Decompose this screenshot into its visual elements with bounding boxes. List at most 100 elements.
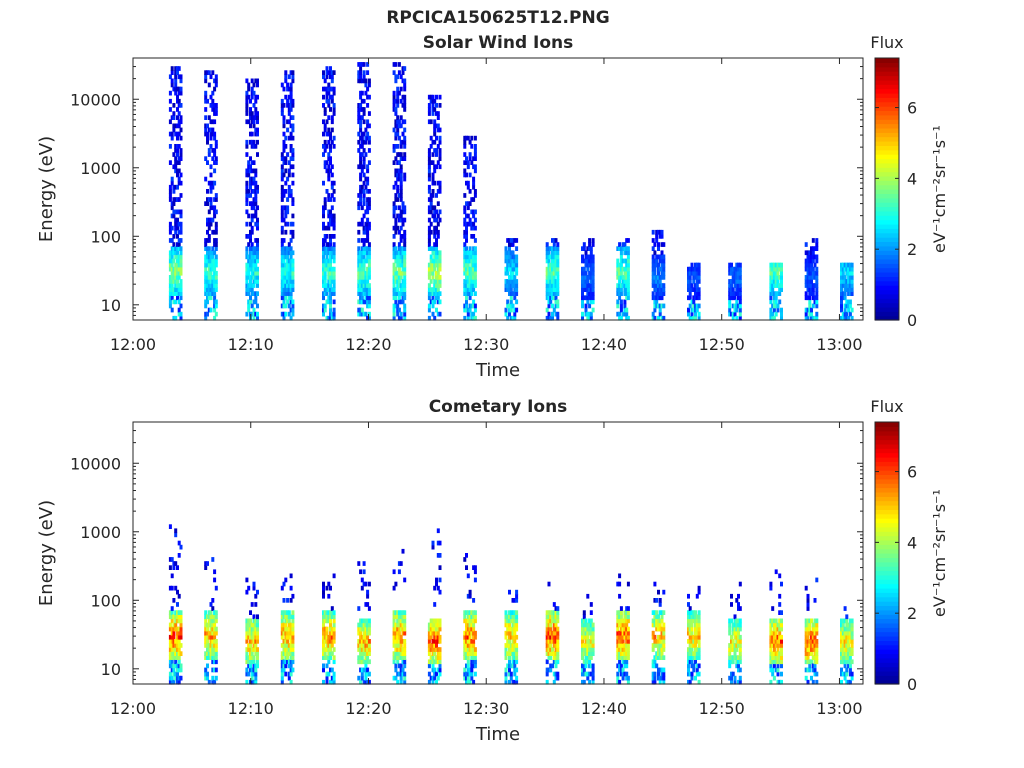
heatmap-cell (247, 291, 251, 296)
heatmap-cell (472, 639, 476, 644)
heatmap-cell (359, 299, 363, 305)
heatmap-cell (433, 622, 437, 628)
heatmap-cell (589, 626, 593, 632)
colorbar-segment (875, 106, 899, 111)
heatmap-cell (325, 258, 329, 264)
heatmap-cell (172, 639, 176, 644)
heatmap-cell (174, 610, 178, 615)
heatmap-cell (808, 270, 812, 276)
heatmap-cell (737, 279, 740, 284)
heatmap-cell (843, 655, 847, 660)
heatmap-cell (438, 254, 442, 260)
heatmap-cell (431, 630, 435, 636)
heatmap-cell (325, 86, 329, 92)
heatmap-cell (616, 626, 620, 632)
heatmap-cell (778, 634, 782, 640)
heatmap-cell (170, 246, 174, 251)
heatmap-cell (329, 679, 332, 685)
heatmap-cell (329, 630, 332, 636)
heatmap-cell (769, 581, 773, 587)
heatmap-cell (256, 630, 259, 636)
heatmap-cell (513, 287, 517, 292)
heatmap-cell (619, 655, 623, 660)
heatmap-cell (360, 246, 364, 251)
heatmap-cell (280, 643, 284, 648)
heatmap-cell (364, 675, 368, 681)
heatmap-cell (688, 610, 692, 615)
heatmap-cell (245, 287, 249, 292)
heatmap-cell (327, 659, 331, 665)
heatmap-cell (584, 626, 588, 632)
heatmap-cell (252, 667, 256, 673)
heatmap-cell (174, 675, 178, 681)
heatmap-cell (332, 671, 336, 677)
heatmap-cell (584, 639, 588, 644)
heatmap-cell (435, 283, 438, 288)
heatmap-cell (211, 229, 215, 235)
heatmap-cell (619, 258, 623, 264)
heatmap-cell (433, 602, 437, 607)
y-tick-label: 1000 (80, 159, 121, 178)
heatmap-cell (362, 270, 366, 276)
heatmap-cell (466, 593, 470, 599)
heatmap-cell (206, 98, 209, 104)
heatmap-cell (435, 618, 438, 624)
heatmap-cell (626, 634, 630, 640)
heatmap-cell (209, 614, 213, 620)
heatmap-cell (209, 205, 213, 211)
heatmap-cell (728, 643, 732, 648)
heatmap-cell (250, 111, 254, 116)
heatmap-cell (552, 639, 556, 644)
heatmap-cell (403, 675, 407, 681)
heatmap-cell (551, 246, 554, 251)
heatmap-cell (170, 663, 174, 669)
heatmap-cell (427, 303, 431, 309)
heatmap-cell (392, 622, 396, 628)
heatmap-cell (284, 205, 288, 211)
heatmap-cell (658, 254, 662, 260)
heatmap-cell (429, 229, 433, 235)
heatmap-cell (323, 250, 327, 256)
heatmap-cell (470, 667, 474, 673)
heatmap-cell (247, 283, 251, 288)
heatmap-cell (697, 262, 701, 268)
heatmap-cell (581, 643, 584, 648)
heatmap-cell (204, 266, 208, 272)
heatmap-cell (813, 254, 817, 260)
heatmap-cell (177, 651, 181, 656)
heatmap-cell (325, 94, 329, 100)
heatmap-cell (657, 291, 660, 296)
heatmap-cell (213, 148, 217, 153)
heatmap-cell (616, 291, 620, 296)
heatmap-cell (282, 254, 286, 260)
heatmap-cell (280, 254, 284, 260)
heatmap-cell (589, 671, 593, 677)
cometary-axes: 12:00 12:10 12:20 12:30 12:40 12:50 13:0010100… (70, 421, 863, 718)
heatmap-cell (504, 667, 508, 673)
heatmap-cell (204, 639, 208, 644)
heatmap-cell (616, 270, 620, 276)
heatmap-cell (206, 675, 209, 681)
heatmap-cell (735, 287, 739, 292)
heatmap-cell (470, 659, 474, 665)
heatmap-cell (735, 663, 739, 669)
heatmap-cell (808, 291, 812, 296)
heatmap-cell (172, 164, 176, 170)
heatmap-cell (623, 307, 627, 313)
heatmap-cell (472, 156, 476, 161)
heatmap-cell (511, 626, 515, 632)
heatmap-cell (472, 250, 476, 256)
heatmap-cell (690, 287, 694, 292)
heatmap-cell (287, 262, 291, 268)
heatmap-cell (179, 74, 183, 80)
heatmap-cell (552, 634, 556, 640)
heatmap-cell (733, 311, 737, 317)
heatmap-cell (291, 78, 295, 84)
heatmap-cell (660, 626, 664, 632)
heatmap-cell (284, 279, 288, 284)
heatmap-cell (655, 287, 659, 292)
heatmap-cell (397, 246, 401, 251)
heatmap-cell (170, 201, 174, 206)
heatmap-cell (209, 135, 213, 141)
heatmap-cell (359, 618, 363, 624)
